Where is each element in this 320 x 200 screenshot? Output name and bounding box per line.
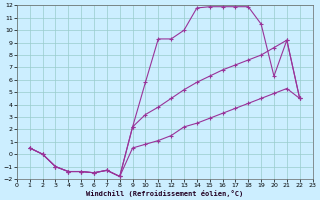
X-axis label: Windchill (Refroidissement éolien,°C): Windchill (Refroidissement éolien,°C) [86, 190, 243, 197]
